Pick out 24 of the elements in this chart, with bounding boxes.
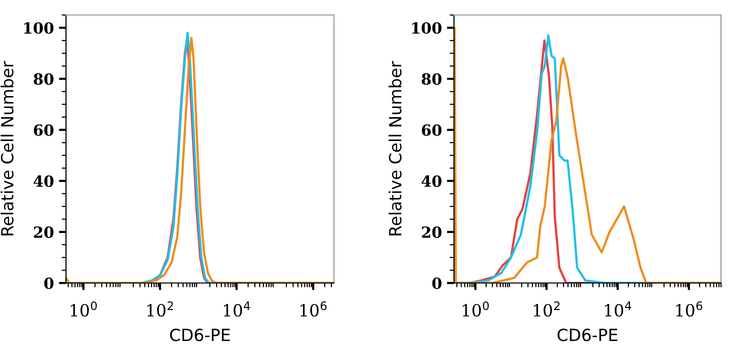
x-axis-title: CD6-PE bbox=[558, 328, 618, 342]
x-tick-label: 10$^{0}$ bbox=[70, 301, 97, 317]
y-tick-label: 60 bbox=[34, 124, 54, 136]
y-axis-title: Relative Cell Number bbox=[0, 61, 14, 236]
y-tick-label: 100 bbox=[412, 22, 442, 34]
x-tick-label: 10$^{0}$ bbox=[462, 301, 489, 317]
x-tick-label: 10$^{6}$ bbox=[300, 301, 327, 317]
y-tick-label: 60 bbox=[422, 124, 442, 136]
y-tick-label: 80 bbox=[34, 73, 54, 85]
y-tick-label: 40 bbox=[422, 175, 442, 187]
y-tick-label: 0 bbox=[44, 277, 54, 290]
y-tick-label: 20 bbox=[34, 226, 54, 238]
x-axis-title: CD6-PE bbox=[170, 328, 230, 342]
y-tick-label: 40 bbox=[34, 175, 54, 187]
x-tick-label: 10$^{6}$ bbox=[676, 301, 702, 317]
x-tick-label: 10$^{2}$ bbox=[534, 301, 560, 317]
x-tick-label: 10$^{4}$ bbox=[224, 301, 250, 317]
x-tick-label: 10$^{2}$ bbox=[147, 301, 173, 317]
y-tick-label: 100 bbox=[24, 22, 54, 34]
y-axis-title: Relative Cell Number bbox=[388, 61, 402, 236]
y-tick-label: 20 bbox=[422, 226, 442, 238]
y-tick-label: 0 bbox=[432, 277, 442, 290]
x-tick-label: 10$^{4}$ bbox=[605, 301, 632, 317]
y-tick-label: 80 bbox=[422, 73, 442, 85]
